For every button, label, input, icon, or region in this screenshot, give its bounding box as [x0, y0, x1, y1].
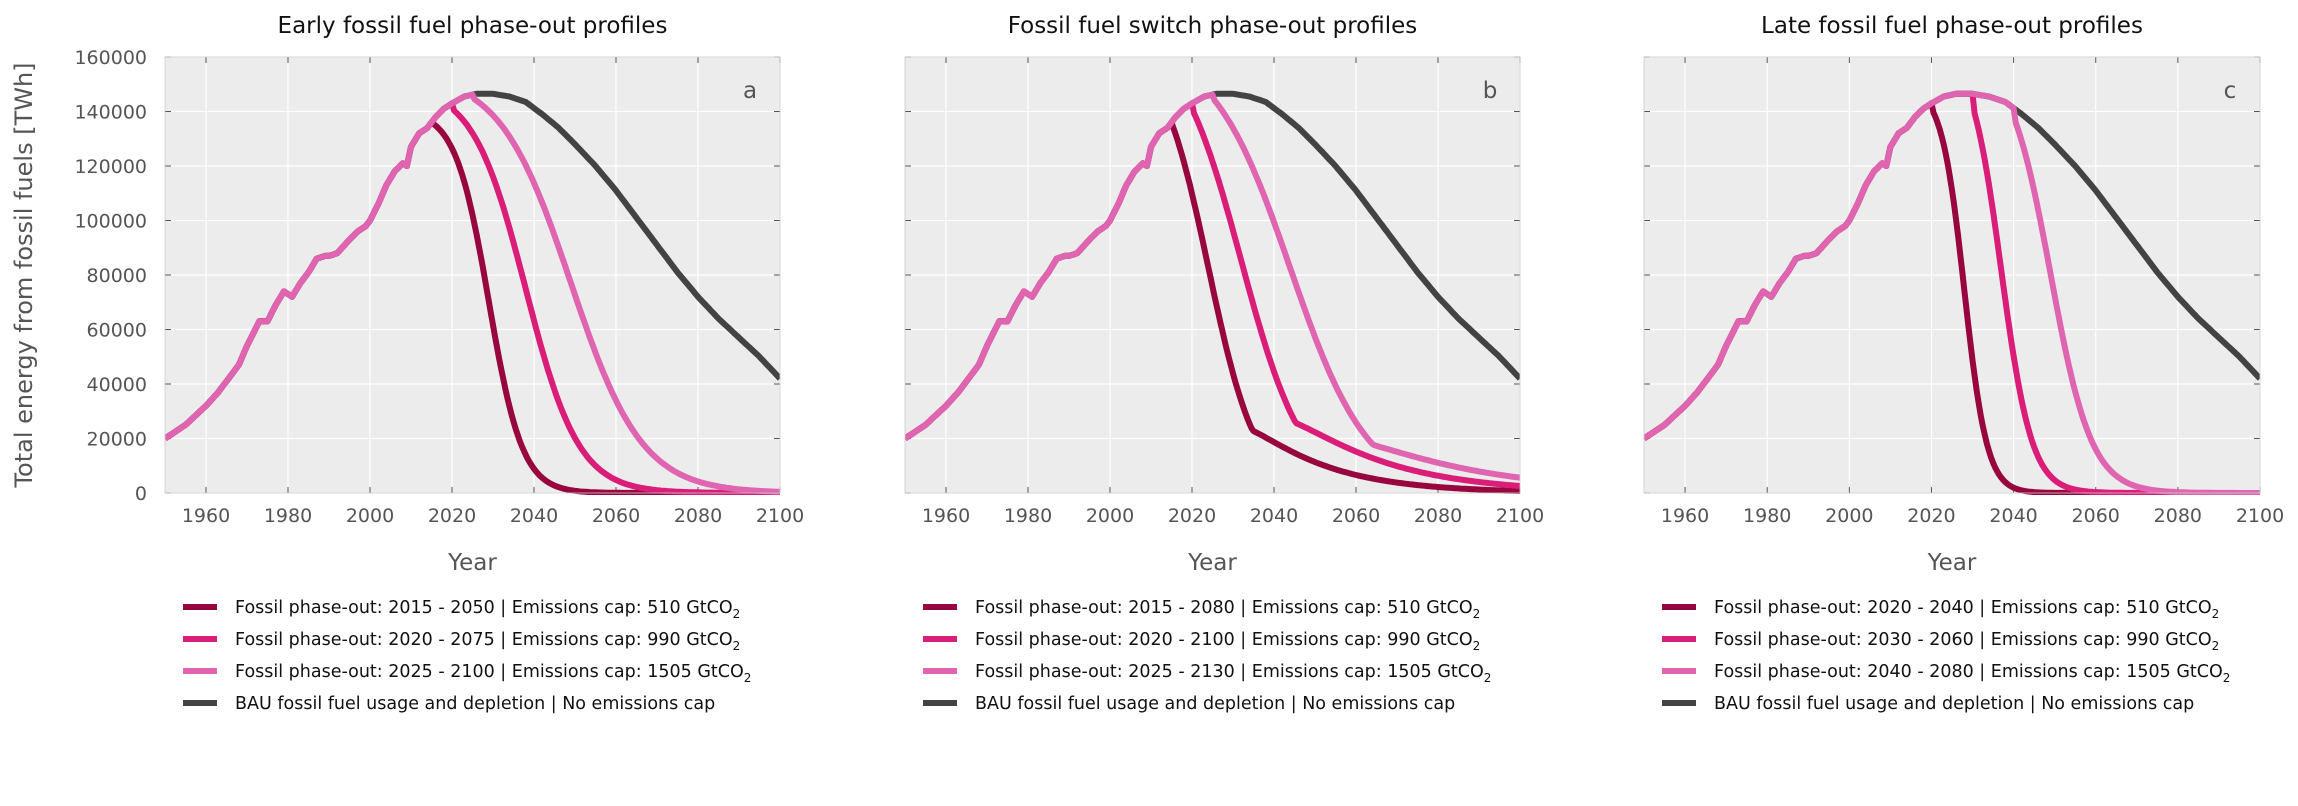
y-tick-label: 40000: [87, 374, 147, 396]
x-tick-label: 1960: [182, 505, 230, 527]
x-tick-label: 2080: [674, 505, 722, 527]
legend-label: Fossil phase-out: 2025 - 2100 | Emission…: [235, 662, 751, 685]
chart-title: Fossil fuel switch phase-out profiles: [1008, 13, 1418, 39]
x-tick-label: 2100: [756, 505, 804, 527]
panel-label: b: [1483, 78, 1498, 104]
legend-label: BAU fossil fuel usage and depletion | No…: [975, 694, 1455, 714]
x-axis-label: Year: [1927, 550, 1977, 576]
chart-title: Late fossil fuel phase-out profiles: [1761, 13, 2143, 39]
x-tick-label: 1980: [1743, 505, 1791, 527]
y-tick-label: 0: [135, 483, 147, 505]
legend-label: Fossil phase-out: 2040 - 2080 | Emission…: [1714, 662, 2230, 685]
chart-panel-b: 1960 1980 2000 2020 2040 2060 2080 2100 Fossil f…: [904, 13, 1544, 714]
x-tick-label: 2100: [1496, 505, 1544, 527]
legend: Fossil phase-out: 2015 - 2080 | Emission…: [923, 598, 1491, 714]
x-tick-label: 2040: [1989, 505, 2037, 527]
y-tick-label: 160000: [74, 47, 147, 69]
x-tick-label: 2020: [428, 505, 476, 527]
y-tick-label: 60000: [87, 320, 147, 342]
series-line-phase-out: [1644, 90, 2260, 495]
y-tick-label: 140000: [74, 102, 147, 124]
chart-panel-c: 1960 1980 2000 2020 2040 2060 2080 2100 Late fos…: [1643, 13, 2284, 714]
legend-label: Fossil phase-out: 2030 - 2060 | Emission…: [1714, 630, 2219, 653]
y-tick-label: 120000: [74, 156, 147, 178]
x-tick-label: 2020: [1907, 505, 1955, 527]
x-tick-label: 2000: [1825, 505, 1873, 527]
plot-frame: [164, 56, 781, 494]
y-axis-label: Total energy from fossil fuels [TWh]: [10, 62, 38, 488]
x-tick-label: 2020: [1168, 505, 1216, 527]
legend-label: Fossil phase-out: 2015 - 2050 | Emission…: [235, 598, 740, 621]
x-tick-label: 2060: [592, 505, 640, 527]
plot-frame: [1643, 56, 2261, 494]
legend-label: Fossil phase-out: 2020 - 2075 | Emission…: [235, 630, 740, 653]
legend-label: BAU fossil fuel usage and depletion | No…: [235, 694, 715, 714]
x-tick-label: 2040: [1250, 505, 1298, 527]
x-axis-label: Year: [447, 550, 497, 576]
x-tick-label: 1980: [1004, 505, 1052, 527]
y-tick-label: 80000: [87, 265, 147, 287]
legend: Fossil phase-out: 2020 - 2040 | Emission…: [1662, 598, 2230, 714]
legend-label: BAU fossil fuel usage and depletion | No…: [1714, 694, 2194, 714]
series-line-phase-out: [905, 91, 1520, 481]
x-tick-label: 2100: [2236, 505, 2284, 527]
x-tick-label: 2000: [1086, 505, 1134, 527]
plot-frame: [904, 56, 1521, 494]
x-axis-label: Year: [1187, 550, 1237, 576]
legend-label: Fossil phase-out: 2020 - 2040 | Emission…: [1714, 598, 2219, 621]
x-tick-label: 2080: [2154, 505, 2202, 527]
x-tick-label: 2060: [1332, 505, 1380, 527]
y-tick-label: 20000: [87, 429, 147, 451]
legend-label: Fossil phase-out: 2025 - 2130 | Emission…: [975, 662, 1491, 685]
x-tick-label: 1960: [922, 505, 970, 527]
chart-title: Early fossil fuel phase-out profiles: [278, 13, 668, 39]
panel-label: c: [2224, 78, 2237, 104]
x-tick-label: 2000: [346, 505, 394, 527]
x-tick-label: 1980: [264, 505, 312, 527]
y-tick-label: 100000: [74, 211, 147, 233]
x-tick-label: 2060: [2072, 505, 2120, 527]
legend: Fossil phase-out: 2015 - 2050 | Emission…: [183, 598, 751, 714]
x-tick-label: 2080: [1414, 505, 1462, 527]
legend-label: Fossil phase-out: 2015 - 2080 | Emission…: [975, 598, 1480, 621]
chart-panel-a: 1960 1980 2000 2020 2040 2060 2080 2100 0 20000 40…: [74, 13, 804, 714]
legend-label: Fossil phase-out: 2020 - 2100 | Emission…: [975, 630, 1480, 653]
panel-label: a: [743, 78, 757, 104]
x-tick-label: 2040: [510, 505, 558, 527]
series-line-phase-out: [165, 91, 780, 495]
x-tick-label: 1960: [1661, 505, 1709, 527]
